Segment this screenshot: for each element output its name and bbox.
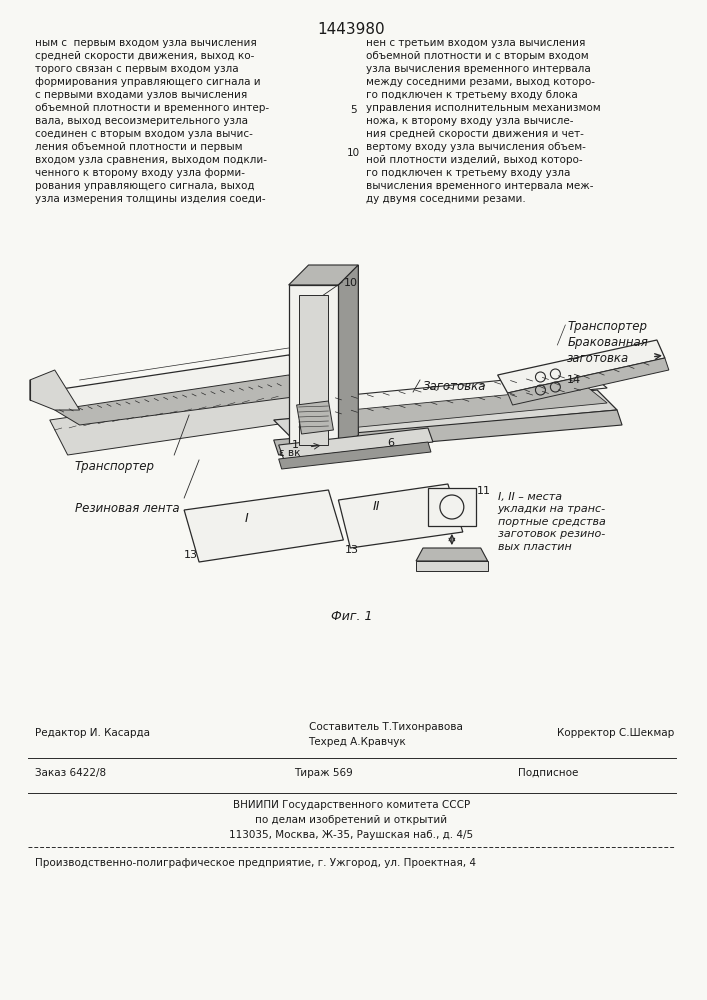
Polygon shape	[498, 340, 665, 393]
Text: 11: 11	[477, 486, 491, 496]
Text: Редактор И. Касарда: Редактор И. Касарда	[35, 728, 150, 738]
Text: по делам изобретений и открытий: по делам изобретений и открытий	[255, 815, 448, 825]
Text: II: II	[373, 500, 380, 513]
Text: ВНИИПИ Государственного комитета СССР: ВНИИПИ Государственного комитета СССР	[233, 800, 470, 810]
Polygon shape	[274, 410, 622, 455]
Polygon shape	[416, 548, 488, 561]
Text: Транспортер: Транспортер	[74, 460, 154, 473]
Polygon shape	[508, 358, 669, 405]
Text: Подписное: Подписное	[518, 768, 578, 778]
Text: 14: 14	[567, 375, 581, 385]
Polygon shape	[274, 390, 617, 440]
Polygon shape	[49, 385, 307, 455]
Text: Фиг. 1: Фиг. 1	[331, 610, 372, 623]
Text: I, II – места
укладки на транс-
портные средства
заготовок резино-
вых пластин: I, II – места укладки на транс- портные …	[498, 492, 606, 552]
Polygon shape	[416, 561, 488, 571]
Polygon shape	[297, 401, 334, 434]
Text: Составитель Т.Тихонравова: Составитель Т.Тихонравова	[308, 722, 462, 732]
Text: I: I	[245, 512, 249, 525]
Text: ε вк: ε вк	[279, 448, 300, 458]
Text: 113035, Москва, Ж-35, Раушская наб., д. 4/5: 113035, Москва, Ж-35, Раушская наб., д. …	[229, 830, 474, 840]
Polygon shape	[428, 488, 476, 526]
Text: Корректор С.Шекмар: Корректор С.Шекмар	[557, 728, 674, 738]
Polygon shape	[339, 484, 463, 548]
Text: Транспортер
Бракованная
заготовка: Транспортер Бракованная заготовка	[567, 320, 648, 365]
Text: 10: 10	[344, 278, 357, 288]
Text: нен с третьим входом узла вычисления
объемной плотности и с вторым входом
узла в: нен с третьим входом узла вычисления объ…	[366, 38, 601, 204]
Polygon shape	[298, 372, 607, 416]
Polygon shape	[288, 265, 358, 285]
Polygon shape	[298, 295, 329, 445]
Polygon shape	[279, 442, 431, 469]
Text: Техред А.Кравчук: Техред А.Кравчук	[308, 737, 407, 747]
Text: Резиновая лента: Резиновая лента	[75, 502, 180, 515]
Polygon shape	[339, 265, 358, 455]
Polygon shape	[308, 265, 358, 435]
Polygon shape	[30, 370, 80, 410]
Polygon shape	[288, 285, 339, 455]
Text: 13: 13	[344, 545, 358, 555]
Text: Производственно-полиграфическое предприятие, г. Ужгород, ул. Проектная, 4: Производственно-полиграфическое предприя…	[35, 858, 476, 868]
Text: 6: 6	[387, 438, 395, 448]
Text: 5: 5	[350, 105, 356, 115]
Polygon shape	[279, 428, 433, 459]
Polygon shape	[184, 490, 344, 562]
Text: 13: 13	[184, 550, 198, 560]
Text: 10: 10	[346, 148, 360, 158]
Polygon shape	[54, 375, 308, 425]
Text: Заказ 6422/8: Заказ 6422/8	[35, 768, 106, 778]
Text: Тираж 569: Тираж 569	[293, 768, 352, 778]
Text: 1443980: 1443980	[317, 22, 385, 37]
Polygon shape	[54, 355, 308, 410]
Text: Заготовка: Заготовка	[423, 380, 486, 393]
Text: 1: 1	[292, 440, 299, 450]
Text: ным с  первым входом узла вычисления
средней скорости движения, выход ко-
торого: ным с первым входом узла вычисления сред…	[35, 38, 269, 204]
Polygon shape	[298, 387, 607, 431]
